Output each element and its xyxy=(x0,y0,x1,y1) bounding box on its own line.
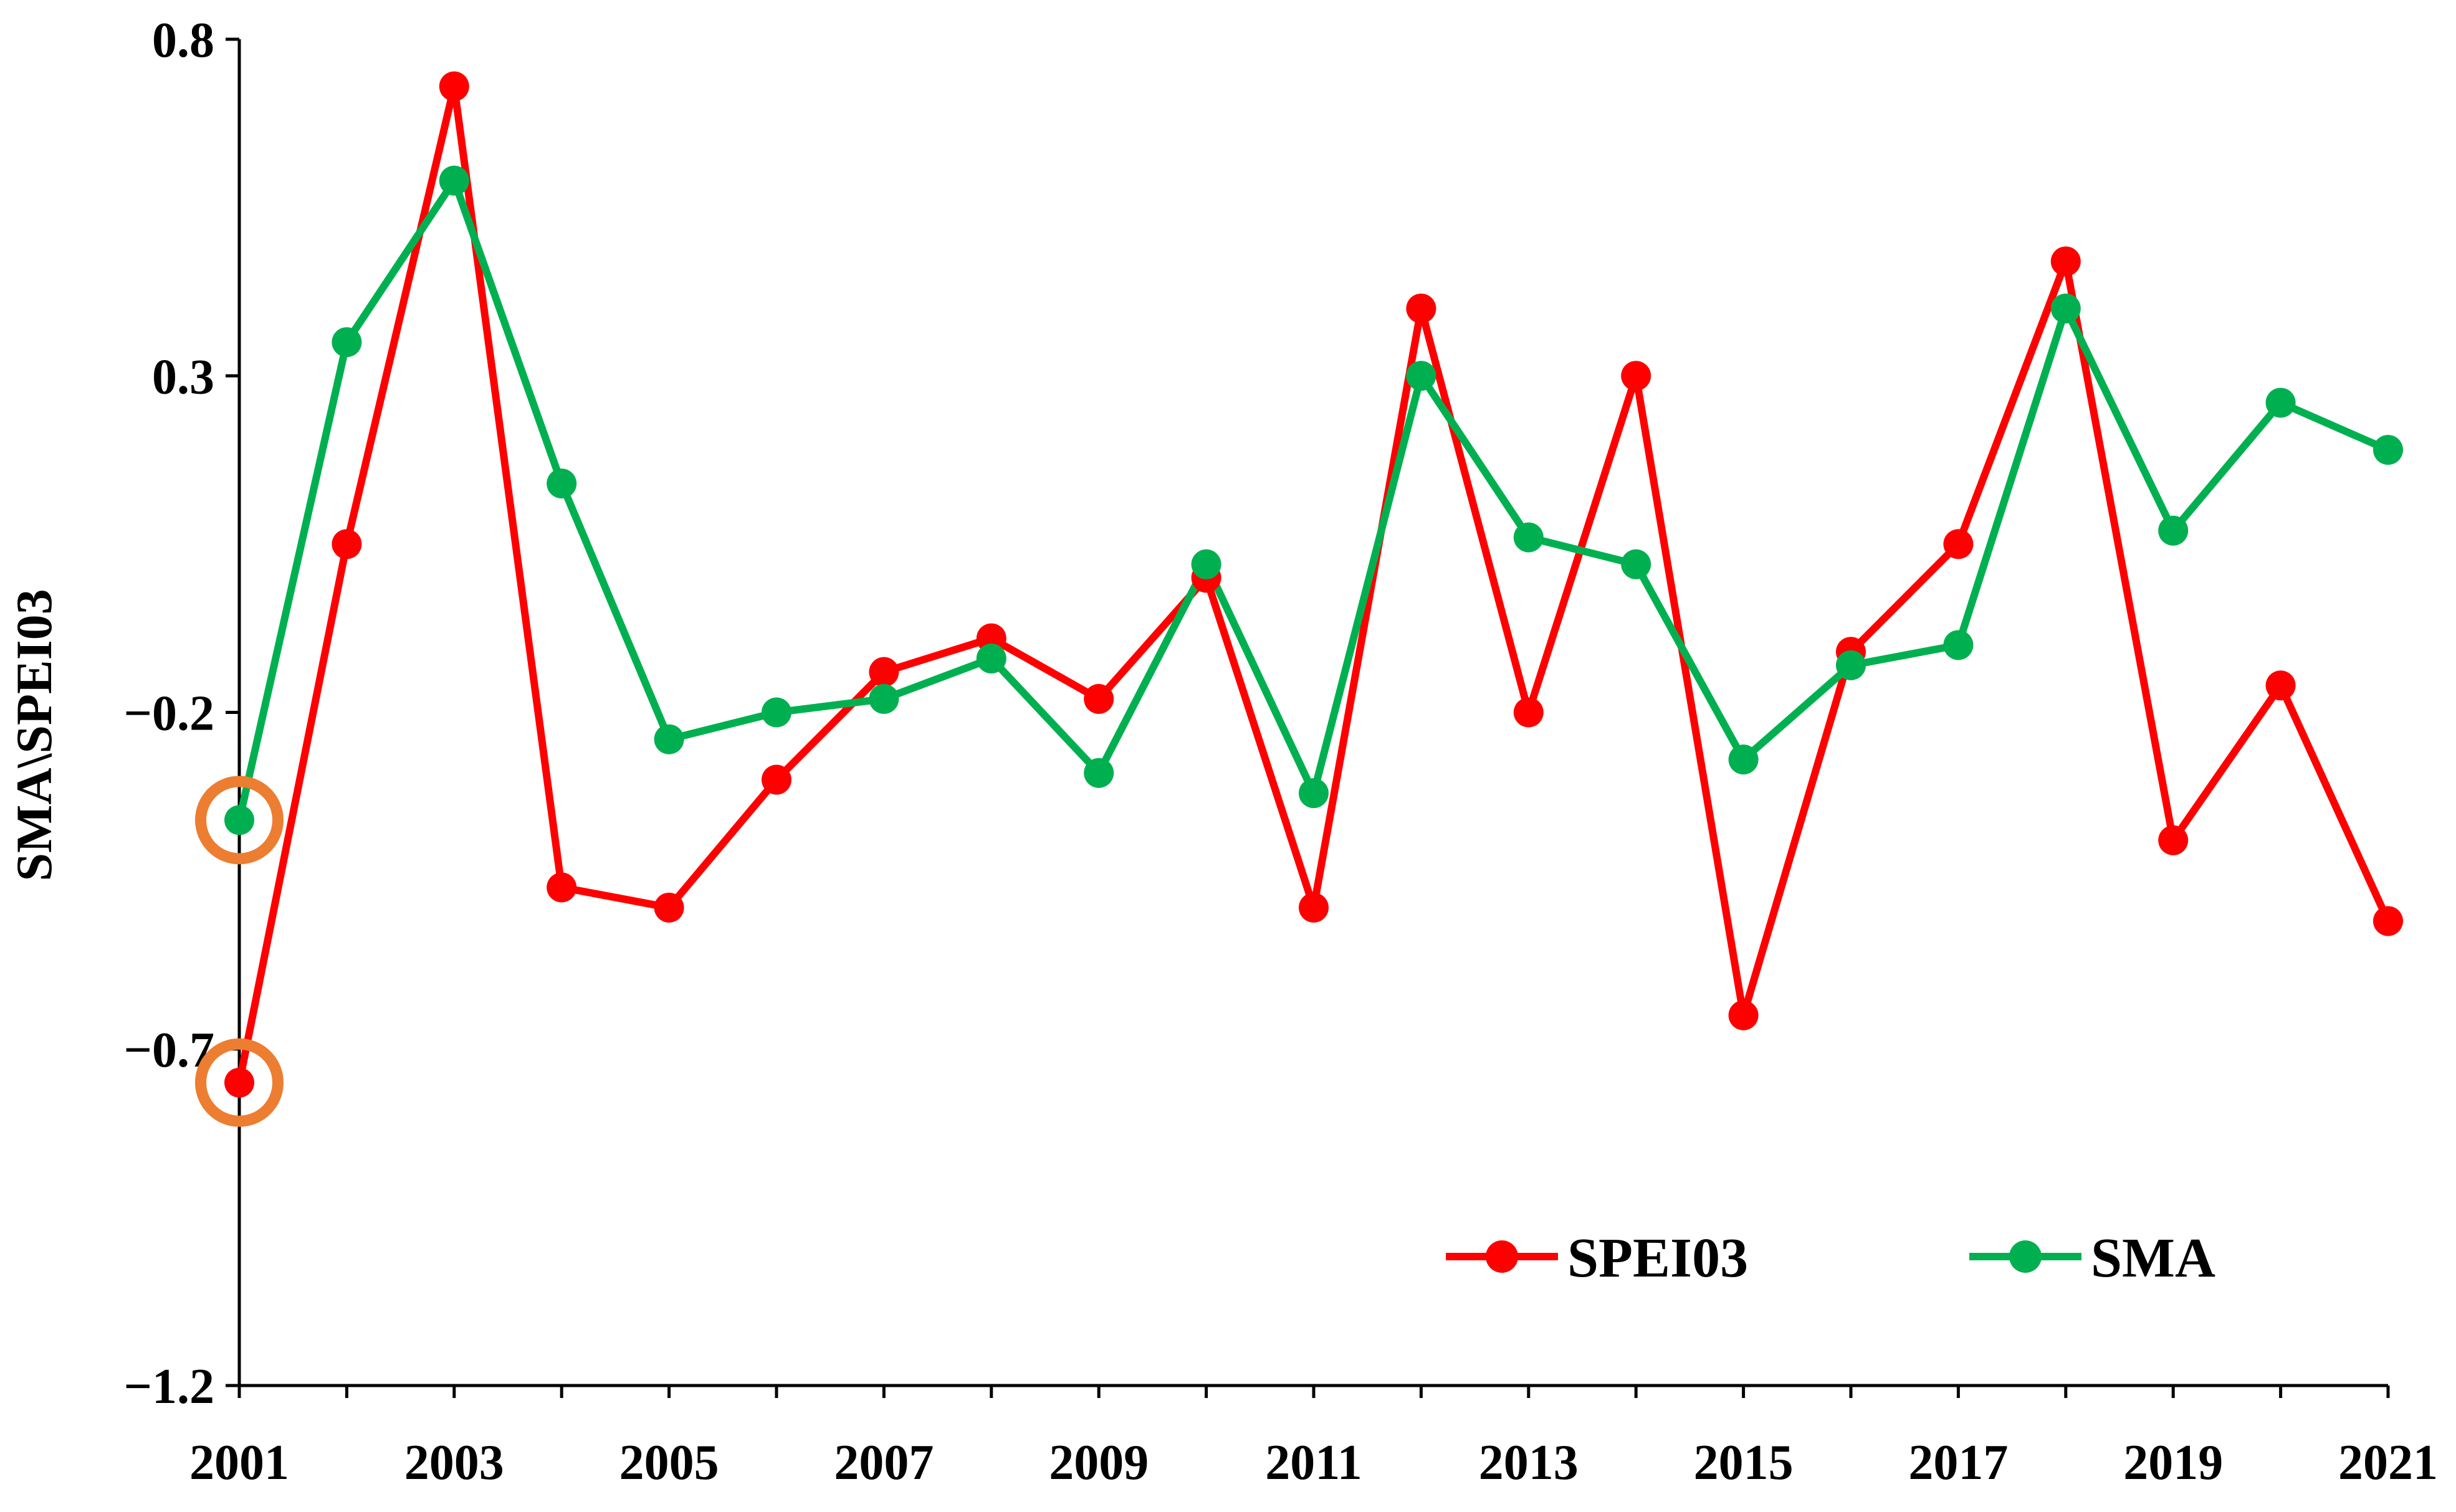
x-tick-label: 2005 xyxy=(619,1435,719,1490)
y-tick-label: 0.8 xyxy=(152,13,214,68)
x-tick-label: 2011 xyxy=(1265,1435,1362,1490)
annotations xyxy=(195,776,284,1127)
spei03-point xyxy=(1943,529,1974,559)
sma-point xyxy=(1943,630,1974,660)
x-tick-label: 2009 xyxy=(1049,1435,1149,1490)
sma-point xyxy=(224,805,254,835)
highlight-circle xyxy=(195,776,284,865)
sma-point xyxy=(1191,549,1221,579)
legend-spei03-marker xyxy=(1486,1240,1518,1273)
spei03-point xyxy=(2373,906,2403,936)
y-axis-label: SMA\SPEI03 xyxy=(6,589,62,881)
sma-point xyxy=(976,644,1006,674)
legend-spei03-label: SPEI03 xyxy=(1567,1227,1748,1289)
spei03-point xyxy=(2050,246,2081,277)
sma-point xyxy=(332,327,362,358)
spei03-point xyxy=(869,657,899,687)
sma-point xyxy=(2373,435,2403,465)
spei03-point xyxy=(439,71,469,102)
spei03-point xyxy=(1299,892,1329,923)
sma-point xyxy=(2265,388,2296,418)
sma-point xyxy=(1299,778,1329,809)
sma-point xyxy=(1406,361,1436,391)
x-tick-label: 2017 xyxy=(1908,1435,2008,1490)
sma-point xyxy=(1836,650,1866,680)
spei03-point xyxy=(1621,361,1651,391)
highlight-circle xyxy=(195,1038,284,1127)
sma-point xyxy=(1728,744,1759,775)
sma-point xyxy=(762,697,791,728)
spei03-point xyxy=(762,764,791,795)
y-tick-label: 0.3 xyxy=(152,349,214,404)
x-tick-label: 2015 xyxy=(1694,1435,1794,1490)
legend: SPEI03 SMA xyxy=(1446,1227,2215,1289)
spei03-point xyxy=(654,892,684,923)
series-lines xyxy=(236,82,2392,1083)
sma-point xyxy=(1621,549,1651,579)
y-tick-label: −0.2 xyxy=(123,687,214,741)
legend-sma-label: SMA xyxy=(2091,1227,2215,1289)
x-tick-label: 2021 xyxy=(2338,1435,2438,1490)
series-points xyxy=(224,71,2403,1098)
spei03-point xyxy=(2265,670,2296,701)
spei03-point xyxy=(332,529,362,559)
spei03-point xyxy=(1084,683,1114,714)
sma-point xyxy=(1084,758,1114,788)
spei03-point xyxy=(1513,697,1544,728)
sma-point xyxy=(1513,522,1544,553)
sma-point xyxy=(654,724,684,754)
sma-point xyxy=(439,165,469,196)
x-tick-label: 2001 xyxy=(189,1435,289,1490)
legend-sma-marker xyxy=(2009,1240,2042,1273)
x-tick-label: 2007 xyxy=(834,1435,934,1490)
sma-point xyxy=(869,683,899,714)
spei03-point xyxy=(224,1067,254,1098)
sma-point xyxy=(2158,515,2189,546)
x-tick-label: 2019 xyxy=(2123,1435,2223,1490)
spei03-point xyxy=(1728,1000,1759,1030)
sma-point xyxy=(2050,293,2081,324)
sma-point xyxy=(547,468,577,499)
x-tick-label: 2003 xyxy=(404,1435,504,1490)
x-tick-label: 2013 xyxy=(1479,1435,1579,1490)
spei03-point xyxy=(547,872,577,903)
spei03-point xyxy=(2158,825,2189,855)
y-tick-label: −1.2 xyxy=(123,1359,214,1414)
spei03-line xyxy=(236,82,2392,1083)
spei03-point xyxy=(1406,293,1436,324)
